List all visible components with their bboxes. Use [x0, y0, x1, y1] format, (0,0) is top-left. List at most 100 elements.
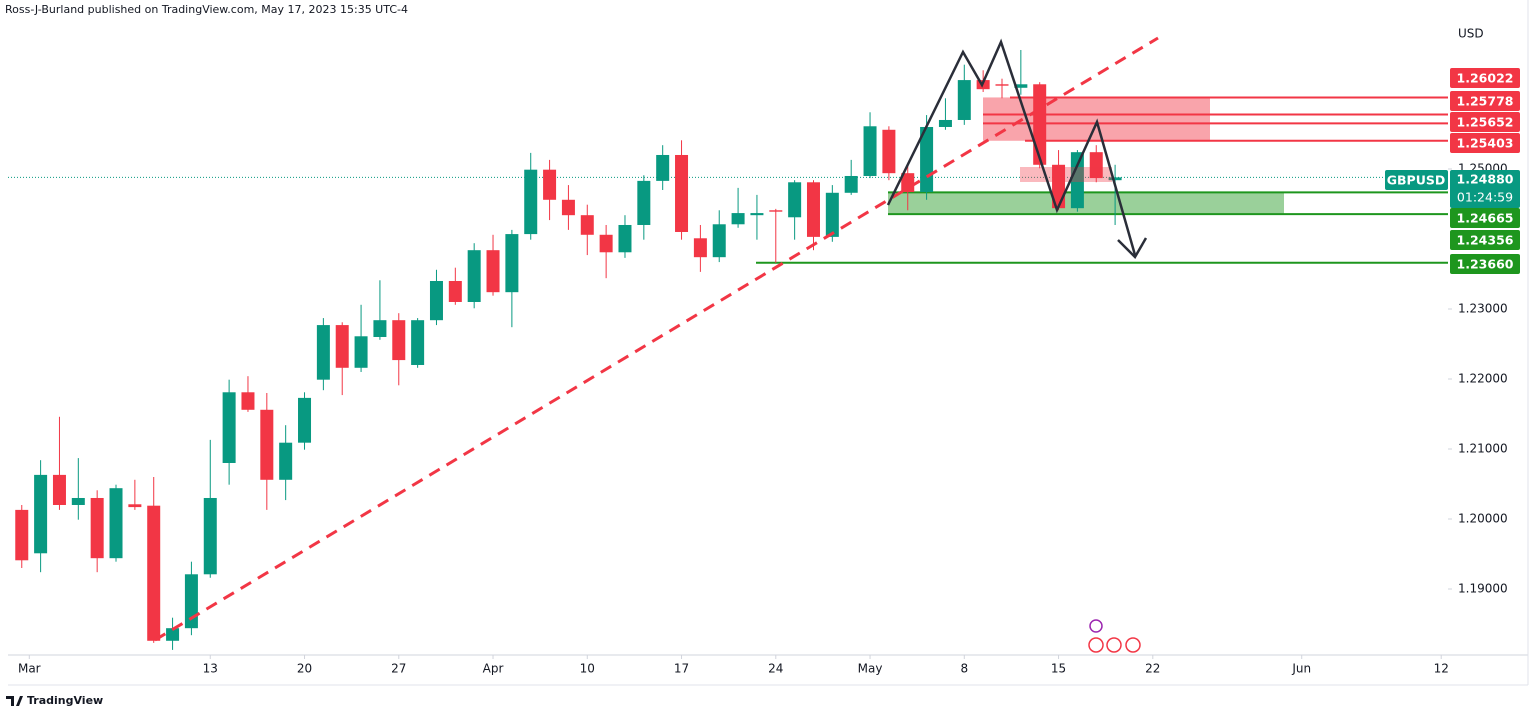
candle-body — [995, 84, 1009, 86]
currency-label: USD — [1458, 27, 1484, 41]
event-icon — [1089, 619, 1103, 633]
candle-body — [618, 224, 632, 253]
resistance-zone — [983, 97, 1210, 141]
candle-body — [599, 234, 613, 253]
level-label: 1.24665 — [1457, 211, 1514, 226]
level-label-box — [1450, 112, 1520, 132]
level-label-box — [1450, 254, 1520, 274]
level-label: 1.25778 — [1457, 94, 1514, 109]
x-tick-label: May — [858, 662, 883, 676]
candle-body — [1033, 84, 1047, 165]
x-tick-label: 22 — [1145, 662, 1160, 676]
candle-body — [806, 182, 820, 237]
candle-body — [467, 250, 481, 302]
candle-body — [769, 210, 783, 212]
candle-body — [863, 126, 877, 176]
level-label: 1.26022 — [1457, 71, 1514, 86]
candle-body — [90, 497, 104, 559]
level-label: 1.23660 — [1457, 257, 1514, 272]
candle-body — [693, 238, 707, 258]
candle-body — [788, 182, 802, 218]
candle-body — [1070, 152, 1084, 209]
candle-body — [298, 397, 312, 443]
candle-body — [354, 336, 368, 368]
candle-body — [656, 154, 670, 181]
flag-icon — [1125, 637, 1141, 653]
candle-body — [825, 192, 839, 237]
candle-body — [335, 325, 349, 368]
x-tick-label: 10 — [580, 662, 595, 676]
candle-body — [750, 213, 764, 216]
candle-body — [411, 320, 425, 365]
symbol-box — [1385, 170, 1448, 190]
level-label-box — [1450, 230, 1520, 250]
y-tick-label: 1.21000 — [1458, 441, 1508, 455]
candle-body — [1014, 84, 1028, 88]
candle-body — [561, 199, 575, 216]
x-tick-label: Jun — [1291, 662, 1311, 676]
x-tick-label: 8 — [960, 662, 968, 676]
candle-body — [448, 280, 462, 302]
brand-logo — [6, 696, 23, 706]
candle-body — [34, 474, 48, 554]
candle-body — [580, 215, 594, 235]
candle-body — [957, 80, 971, 120]
candle-body — [184, 574, 198, 629]
axes: 1.190001.200001.210001.220001.230001.250… — [18, 68, 1520, 676]
candle-body — [882, 129, 896, 174]
arrow-head — [1117, 237, 1148, 260]
pattern-path — [886, 38, 1137, 256]
level-label-box — [1450, 91, 1520, 111]
red-box — [1020, 167, 1112, 182]
level-label: 1.25652 — [1457, 115, 1514, 130]
candle-body — [15, 509, 29, 561]
candle-body — [260, 409, 274, 480]
x-tick-label: 12 — [1434, 662, 1449, 676]
candle-body — [373, 320, 387, 337]
candle-body — [505, 234, 519, 293]
candle-body — [675, 154, 689, 232]
y-tick-label: 1.23000 — [1458, 301, 1508, 315]
brand-name: TradingView — [27, 694, 103, 707]
x-tick-label: 27 — [391, 662, 406, 676]
candle-body — [109, 488, 123, 559]
attribution: Ross-J-Burland published on TradingView.… — [5, 3, 408, 16]
candle-body — [279, 442, 293, 480]
level-label: 1.25403 — [1457, 136, 1514, 151]
level-label-box — [1450, 208, 1520, 228]
flag-icon — [1088, 637, 1104, 653]
footer: TradingView — [6, 694, 103, 707]
plot-area — [8, 49, 1448, 650]
candle-body — [486, 250, 500, 293]
level-label-box — [1450, 68, 1520, 88]
level-label-box — [1450, 133, 1520, 153]
last-price-box — [1450, 170, 1520, 208]
x-tick-label: 17 — [674, 662, 689, 676]
candle-body — [316, 325, 330, 380]
candle-body — [524, 169, 538, 235]
candle-body — [52, 474, 66, 505]
x-tick-label: Mar — [18, 662, 41, 676]
x-tick-label: 24 — [768, 662, 783, 676]
y-tick-label: 1.20000 — [1458, 511, 1508, 525]
candle-body — [203, 497, 217, 575]
candle-body — [71, 497, 85, 505]
candle-body — [222, 392, 236, 463]
candle-body — [637, 180, 651, 225]
candle-body — [712, 224, 726, 258]
candle-body — [938, 119, 952, 127]
last-price-label: 1.24880 — [1457, 172, 1514, 187]
symbol-label: GBPUSD — [1387, 173, 1445, 188]
candle-body — [731, 213, 745, 225]
candle-body — [844, 175, 858, 193]
trend-line — [154, 36, 1159, 642]
candle-body — [1108, 177, 1122, 181]
level-label: 1.24356 — [1457, 233, 1514, 248]
candle-body — [128, 504, 142, 508]
candle-body — [429, 280, 443, 321]
candle-body — [1089, 152, 1103, 179]
support-zone — [888, 192, 1284, 215]
candle-body — [241, 392, 255, 410]
y-tick-label: 1.22000 — [1458, 371, 1508, 385]
